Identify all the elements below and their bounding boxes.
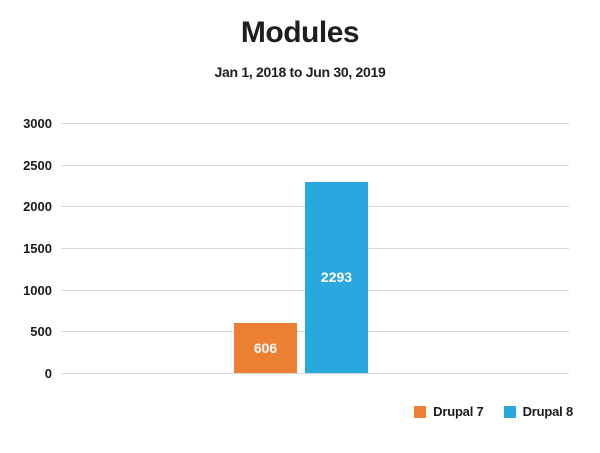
y-axis-tick-label: 1000 — [23, 282, 52, 298]
legend-item-drupal-7: Drupal 7 — [414, 404, 484, 419]
y-axis-tick-label: 1500 — [23, 241, 52, 256]
legend-swatch — [503, 405, 516, 418]
bar-value-label: 2293 — [320, 269, 353, 286]
chart-subtitle: Jan 1, 2018 to Jun 30, 2019 — [214, 64, 386, 80]
y-axis-tick-label: 500 — [30, 324, 52, 340]
bar-drupal-7[interactable]: 606 — [234, 322, 297, 373]
legend-item-drupal-8: Drupal 8 — [503, 404, 574, 419]
gridline — [61, 164, 569, 166]
chart-title: Modules — [240, 16, 360, 49]
legend-swatch — [414, 405, 427, 418]
legend-label: Drupal 7 — [433, 404, 484, 419]
gridline — [61, 123, 569, 124]
plot-area: 0 500 1000 1500 2000 2500 3000 606 2293 — [23, 117, 569, 381]
y-axis-tick-label: 0 — [44, 366, 52, 381]
legend: Drupal 7 Drupal 8 — [414, 404, 573, 419]
bar-value-label: 606 — [253, 339, 278, 356]
bar-group: 606 2293 — [234, 123, 368, 373]
y-axis-tick-label: 3000 — [23, 116, 52, 131]
y-axis-tick-label: 2500 — [23, 157, 52, 173]
legend-label: Drupal 8 — [522, 404, 574, 419]
y-axis-tick-label: 2000 — [23, 199, 52, 215]
gridline — [61, 373, 569, 374]
bar-drupal-8[interactable]: 2293 — [305, 181, 368, 373]
